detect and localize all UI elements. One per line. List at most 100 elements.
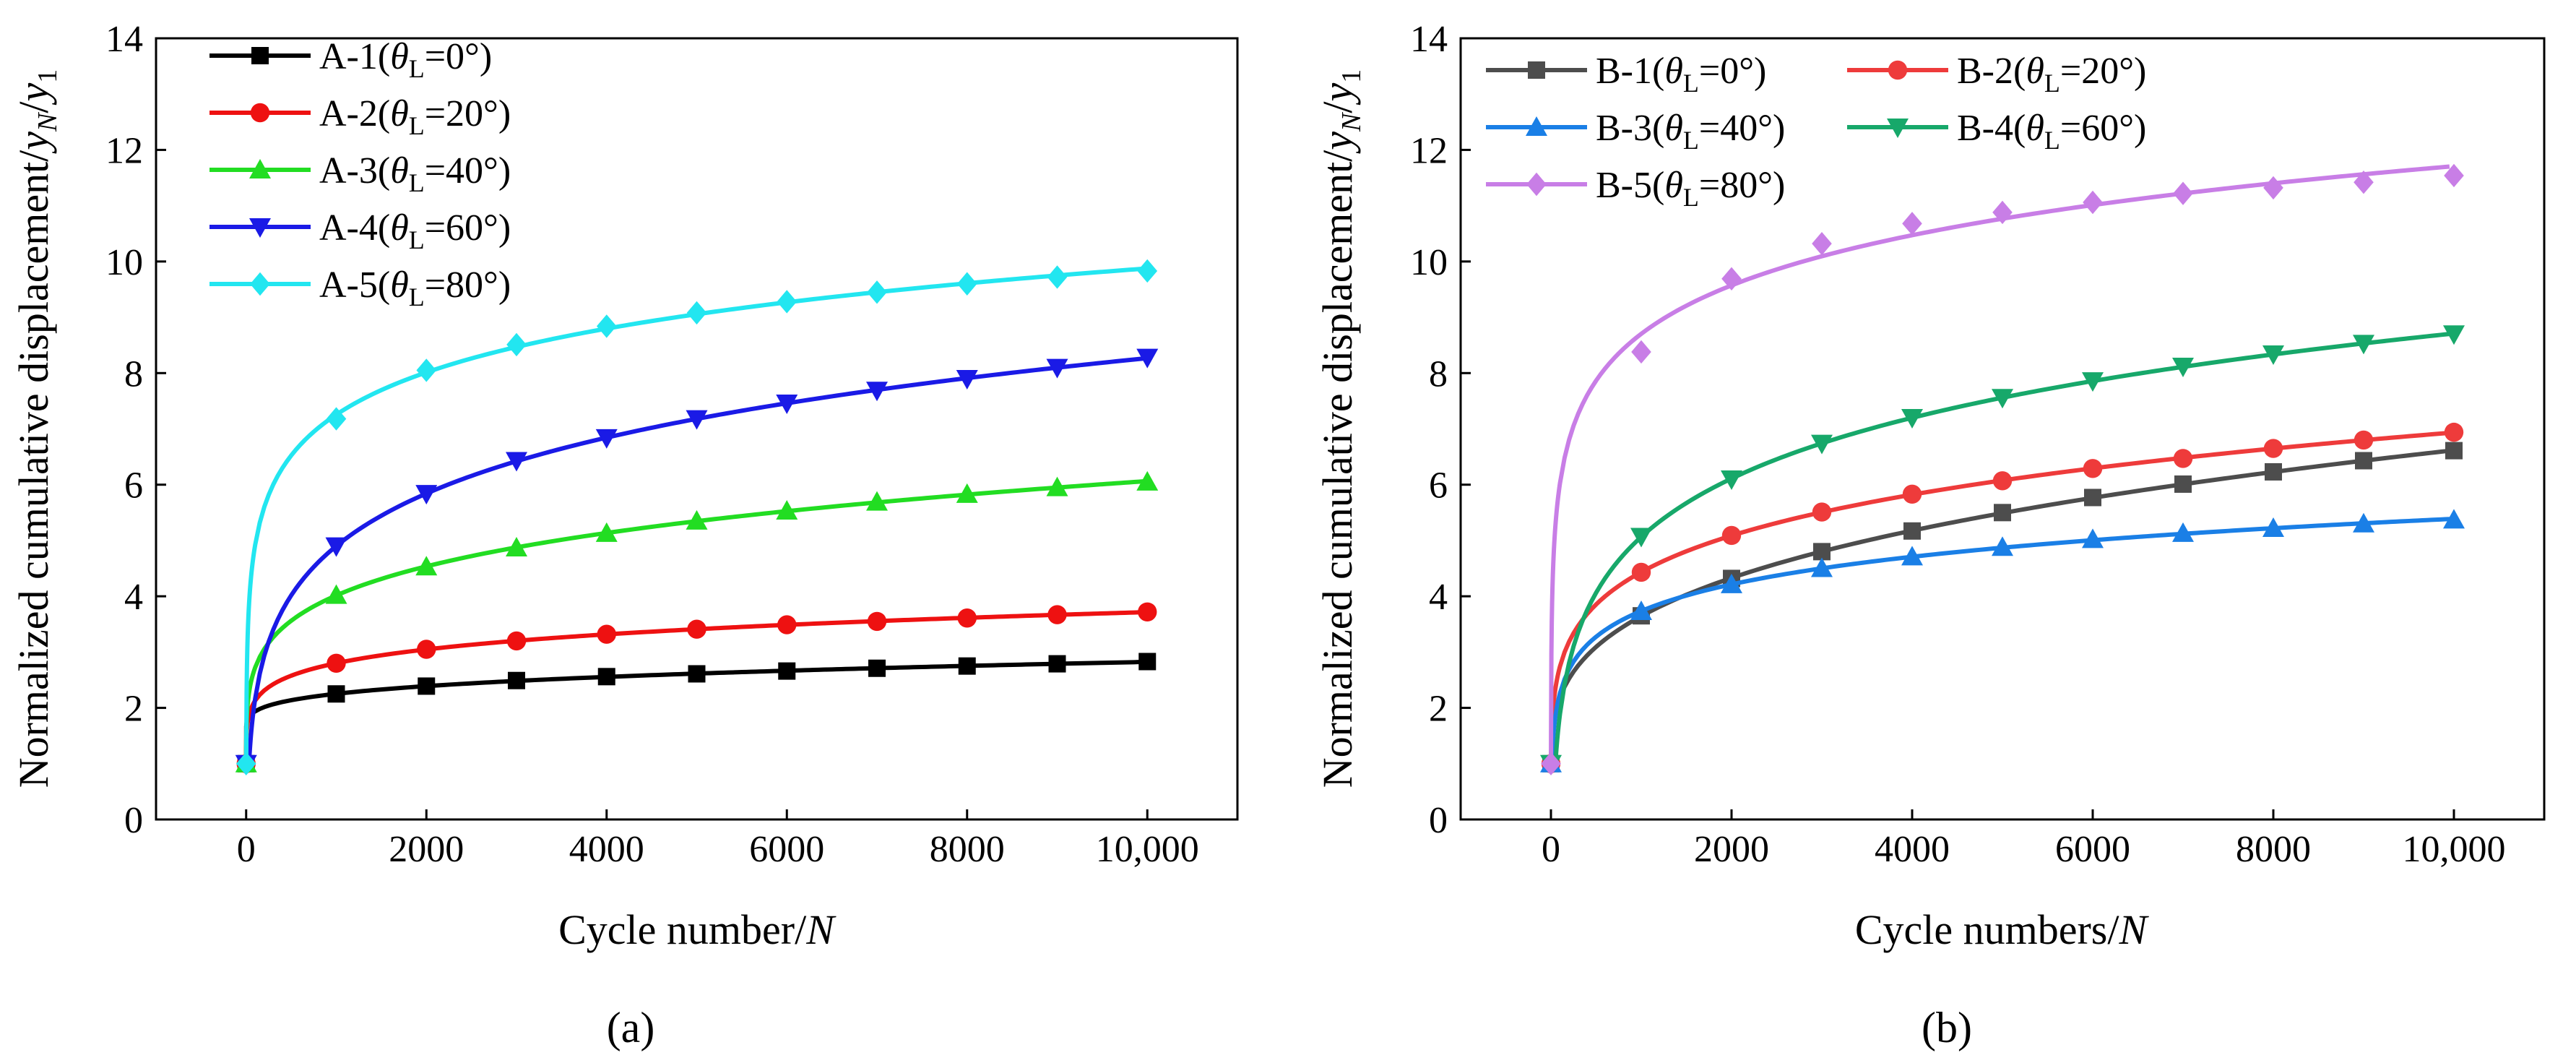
x-tick-label: 8000: [930, 829, 1005, 870]
data-point-A-2: [1138, 602, 1157, 621]
data-point-A-3: [956, 483, 978, 503]
data-point-A-2: [957, 608, 977, 628]
data-point-A-3: [1046, 476, 1068, 496]
panel-label-a: (a): [607, 1004, 655, 1051]
x-tick-label: 4000: [1875, 829, 1950, 870]
data-point-B-3: [2353, 512, 2374, 533]
data-point-A-5: [416, 358, 437, 382]
data-point-B-5: [2354, 171, 2374, 194]
data-point-A-1: [868, 659, 886, 677]
data-point-A-1: [327, 685, 345, 703]
x-tick-label: 6000: [749, 829, 824, 870]
data-point-B-1: [2265, 462, 2282, 481]
series-group-b: [1540, 163, 2465, 775]
data-point-A-2: [1047, 605, 1067, 624]
data-point-A-1: [958, 657, 976, 675]
data-point-B-2: [2354, 430, 2374, 450]
legend-label-B-5: B-5(θL=80°): [1596, 165, 1785, 212]
x-tick-label: 0: [237, 829, 256, 870]
data-point-B-3: [1630, 600, 1652, 620]
data-point-A-5: [686, 301, 707, 325]
x-tick-label: 6000: [2055, 829, 2130, 870]
series-group-a: [235, 259, 1159, 775]
y-tick-label: 2: [1429, 689, 1448, 730]
y-tick-label: 6: [124, 465, 143, 507]
x-tick-label: 10,000: [1096, 829, 1199, 870]
y-tick-label: 8: [1429, 353, 1448, 395]
data-point-B-4: [2082, 372, 2104, 392]
legend-marker-B-4: [1887, 119, 1909, 138]
data-point-A-2: [687, 619, 706, 639]
legend-entry-A-3: A-3(θL=40°): [209, 150, 511, 197]
data-point-B-3: [1721, 573, 1742, 593]
legend-label-B-2: B-2(θL=20°): [1957, 51, 2146, 98]
data-point-A-1: [1138, 653, 1157, 671]
data-point-B-4: [2443, 325, 2465, 345]
chart-a: Normalized cumulative displacement/yN/y1…: [10, 19, 1239, 1051]
series-line-A-3: [243, 479, 1144, 764]
data-point-B-1: [1994, 504, 2011, 522]
data-point-A-4: [595, 429, 618, 449]
data-point-B-3: [2262, 517, 2284, 537]
legend-label-B-4: B-4(θL=60°): [1957, 108, 2146, 155]
data-point-A-5: [326, 407, 347, 431]
data-point-B-4: [1721, 470, 1742, 490]
data-point-B-2: [1721, 525, 1742, 546]
data-point-B-5: [1812, 231, 1832, 256]
data-point-A-5: [867, 280, 887, 304]
series-line-B-3: [1549, 517, 2450, 766]
series-B-1: [1542, 442, 2463, 772]
legend-label-A-5: A-5(θL=80°): [319, 264, 511, 311]
data-point-A-2: [506, 631, 527, 651]
data-point-A-4: [1046, 358, 1068, 379]
x-tick-label: 4000: [569, 829, 644, 870]
legend-marker-B-3: [1526, 116, 1547, 136]
data-point-A-4: [506, 452, 527, 472]
data-point-A-4: [956, 370, 978, 390]
y-tick-label: 10: [1410, 242, 1448, 283]
data-point-B-3: [2082, 528, 2104, 548]
plot-frame-b: [1459, 37, 2546, 821]
data-point-A-1: [597, 668, 615, 686]
y-tick-label: 4: [124, 577, 143, 618]
data-point-B-1: [1903, 522, 1921, 540]
chart-b: Normalized cumulative displacement/yN/y1…: [1314, 19, 2546, 1051]
data-point-B-3: [1901, 546, 1923, 566]
legend-entry-A-1: A-1(θL=0°): [209, 36, 492, 83]
legend-marker-B-2: [1888, 60, 1908, 80]
legend-entry-B-4: B-4(θL=60°): [1847, 108, 2146, 155]
data-point-A-2: [597, 624, 616, 644]
data-point-A-4: [686, 410, 708, 430]
data-point-A-5: [596, 314, 617, 338]
data-point-A-3: [776, 500, 798, 520]
data-point-A-3: [506, 536, 527, 556]
y-tick-label: 8: [124, 353, 143, 395]
data-point-A-2: [327, 653, 346, 673]
legend-label-B-1: B-1(θL=0°): [1596, 51, 1766, 98]
y-tick-label: 2: [124, 689, 143, 730]
plot-frame-a: [155, 37, 1239, 821]
data-point-B-4: [1630, 528, 1652, 548]
legend-marker-A-3: [249, 159, 271, 178]
x-tick-label: 10,000: [2403, 829, 2506, 870]
data-point-A-5: [956, 272, 977, 296]
x-axis-title-b: Cycle numbers/N: [1855, 906, 2150, 953]
data-point-B-4: [1992, 389, 2013, 409]
legend-entry-A-2: A-2(θL=20°): [209, 93, 511, 140]
series-B-3: [1540, 509, 2465, 772]
data-point-B-2: [2083, 459, 2103, 478]
legend-marker-B-1: [1528, 61, 1545, 79]
series-line-B-4: [1549, 332, 2450, 766]
legend-marker-B-5: [1526, 172, 1547, 197]
data-point-B-1: [2084, 489, 2101, 507]
data-point-B-3: [2172, 522, 2194, 542]
legend-label-B-3: B-3(θL=40°): [1596, 108, 1785, 155]
data-point-A-1: [688, 665, 706, 683]
y-axis-title-b-text: Normalized cumulative displacement/yN/y1: [1314, 69, 1367, 788]
series-B-5: [1541, 163, 2464, 775]
data-point-A-3: [866, 491, 888, 511]
data-point-B-5: [1631, 340, 1651, 364]
legend-entry-B-5: B-5(θL=80°): [1486, 165, 1785, 212]
data-point-B-2: [1902, 484, 1922, 504]
data-point-B-5: [2263, 176, 2283, 200]
